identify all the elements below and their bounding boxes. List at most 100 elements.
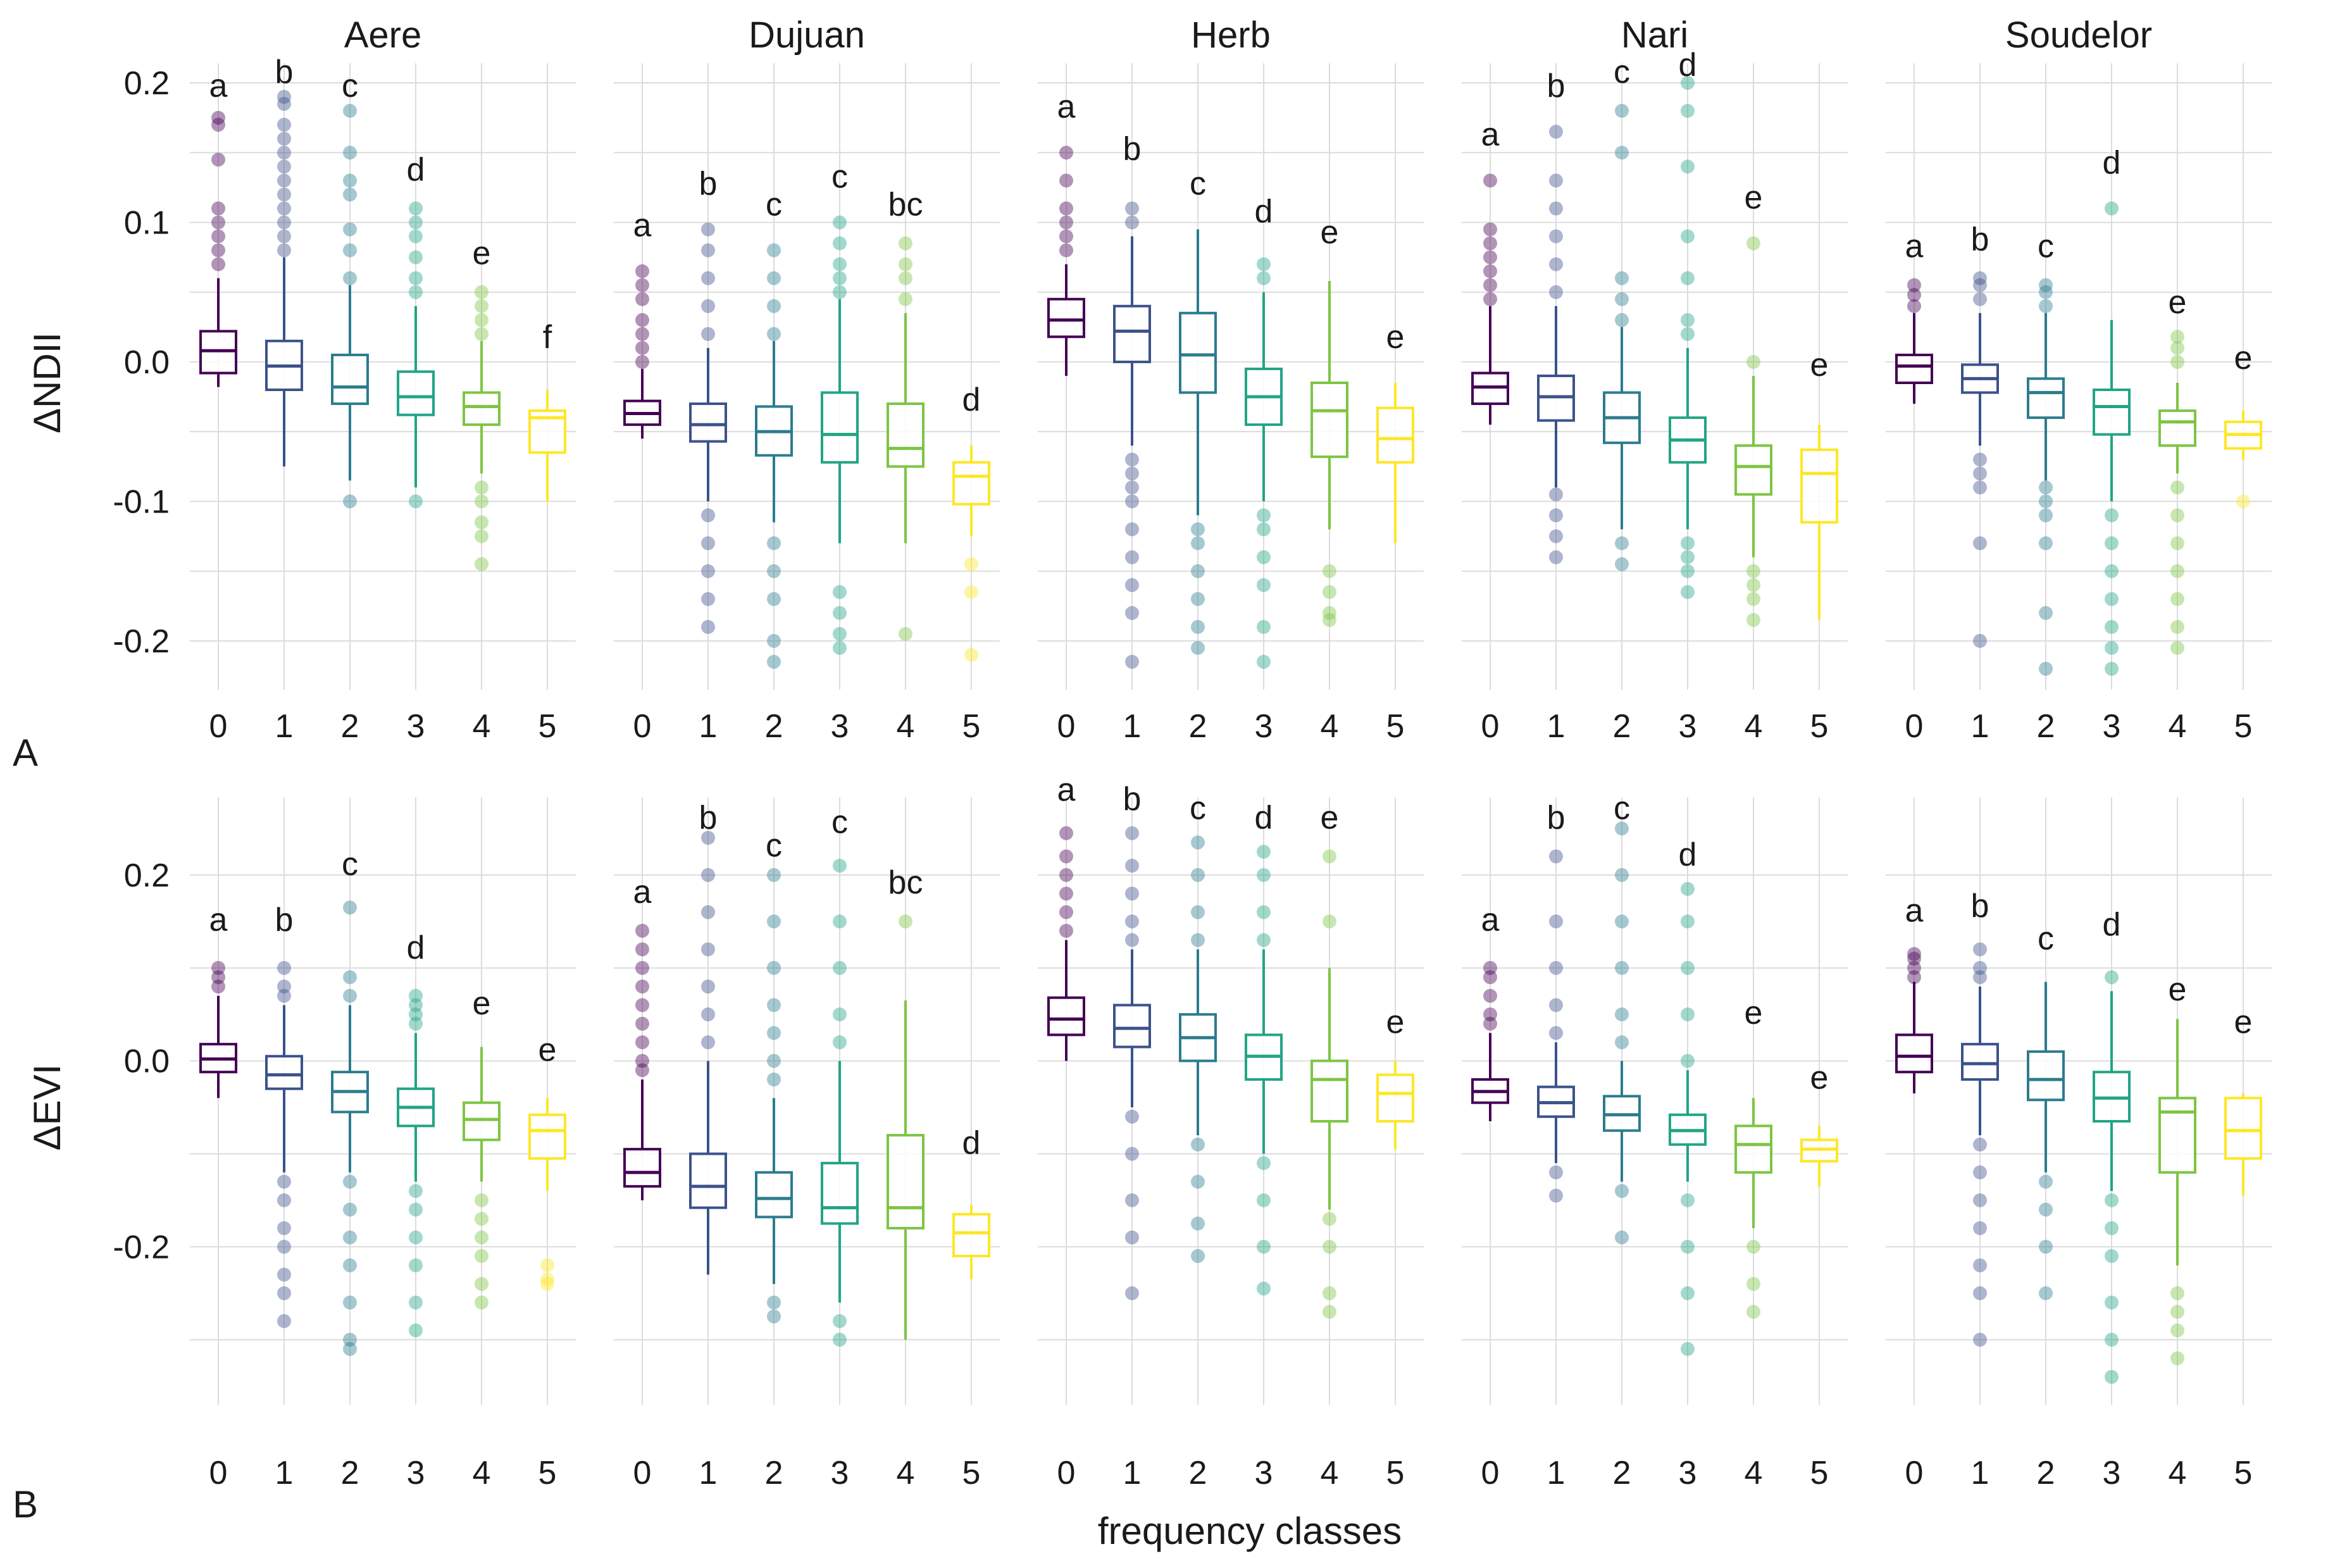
outlier-point: [767, 868, 781, 882]
box-iqr: [821, 391, 859, 464]
box-nari-4: e: [1734, 179, 1772, 627]
outlier-point: [1549, 285, 1563, 299]
outlier-point: [1615, 271, 1629, 285]
outlier-point: [635, 1035, 649, 1050]
outlier-point: [1059, 868, 1073, 882]
outlier-point: [211, 111, 225, 125]
outlier-point: [2170, 592, 2184, 606]
outlier-point: [1746, 592, 1760, 606]
outlier-point: [1973, 480, 1987, 495]
outlier-point: [1973, 452, 1987, 467]
significance-letter: c: [342, 846, 358, 883]
outlier-point: [1125, 606, 1139, 620]
box-iqr: [1113, 304, 1151, 363]
x-tick-label: 4: [473, 708, 491, 745]
outlier-point: [343, 900, 357, 915]
outlier-point: [1549, 1026, 1563, 1040]
box-aere-2: c: [331, 68, 369, 509]
outlier-point: [277, 201, 291, 216]
outlier-point: [833, 215, 847, 230]
box-nari-0: a: [1471, 116, 1509, 425]
significance-letter: d: [1255, 799, 1273, 836]
outlier-point: [833, 626, 847, 641]
outlier-point: [409, 250, 423, 264]
box-aere-5: f: [528, 319, 566, 502]
outlier-point: [1681, 313, 1695, 327]
outlier-point: [2170, 619, 2184, 634]
box-dujuan-4: bc: [887, 186, 924, 641]
outlier-point: [475, 1277, 489, 1291]
box-iqr: [623, 1148, 661, 1188]
outlier-point: [211, 961, 225, 975]
significance-letter: b: [275, 902, 294, 938]
x-tick-label: 4: [1745, 708, 1763, 745]
outlier-point: [1681, 564, 1695, 578]
outlier-point: [475, 1230, 489, 1245]
outlier-point: [2105, 564, 2119, 578]
outlier-point: [409, 285, 423, 299]
outlier-point: [1615, 292, 1629, 306]
significance-letter: e: [1745, 995, 1763, 1031]
x-tick-label: 4: [1321, 708, 1339, 745]
outlier-point: [1907, 299, 1921, 313]
outlier-point: [833, 1007, 847, 1022]
box-aere-4: e: [463, 985, 501, 1310]
outlier-point: [1483, 250, 1497, 264]
outlier-point: [1125, 887, 1139, 901]
box-iqr: [1895, 1033, 1933, 1074]
outlier-point: [2039, 278, 2053, 292]
outlier-point: [701, 508, 715, 523]
outlier-point: [701, 536, 715, 551]
box-iqr: [463, 391, 501, 426]
outlier-point: [1257, 1193, 1271, 1207]
outlier-point: [1191, 1137, 1205, 1152]
outlier-point: [1549, 257, 1563, 271]
outlier-point: [1615, 961, 1629, 975]
outlier-point: [701, 271, 715, 285]
outlier-point: [343, 1174, 357, 1189]
x-tick-label: 2: [765, 1455, 783, 1491]
outlier-point: [1681, 961, 1695, 975]
outlier-point: [635, 998, 649, 1012]
outlier-point: [1615, 1184, 1629, 1198]
outlier-point: [1973, 1137, 1987, 1152]
significance-letter: d: [1679, 47, 1697, 84]
outlier-point: [2170, 340, 2184, 355]
significance-letter: e: [2169, 971, 2187, 1008]
box-nari-3: d: [1669, 47, 1707, 599]
outlier-point: [701, 243, 715, 258]
outlier-point: [277, 980, 291, 994]
outlier-point: [211, 980, 225, 994]
outlier-point: [635, 1016, 649, 1031]
outlier-point: [1746, 1305, 1760, 1319]
significance-letter: b: [1123, 130, 1142, 167]
outlier-point: [1681, 1193, 1695, 1207]
outlier-point: [1907, 970, 1921, 985]
outlier-point: [1257, 1240, 1271, 1254]
outlier-point: [833, 585, 847, 599]
box-nari-4: e: [1734, 995, 1772, 1319]
x-tick-label: 5: [538, 1455, 557, 1491]
outlier-point: [767, 536, 781, 551]
outlier-point: [409, 988, 423, 1003]
box-dujuan-4: bc: [887, 864, 924, 1340]
outlier-point: [1746, 564, 1760, 578]
outlier-point: [1549, 998, 1563, 1012]
outlier-point: [833, 257, 847, 271]
outlier-point: [1746, 578, 1760, 592]
box-herb-0: a: [1047, 89, 1085, 376]
outlier-point: [343, 1258, 357, 1272]
box-iqr: [1047, 297, 1085, 339]
x-tick-label: 3: [407, 1455, 425, 1491]
outlier-point: [1191, 536, 1205, 551]
outlier-point: [635, 327, 649, 341]
outlier-point: [277, 187, 291, 202]
significance-letter: d: [2103, 144, 2121, 181]
outlier-point: [2170, 354, 2184, 369]
facet-herb: Herb 0 1 2 3 4 5 a b c d e e: [1038, 15, 1424, 745]
outlier-point: [767, 271, 781, 285]
facet-herb: 0 1 2 3 4 5 a b c d e e: [1038, 771, 1424, 1491]
outlier-point: [343, 1333, 357, 1347]
